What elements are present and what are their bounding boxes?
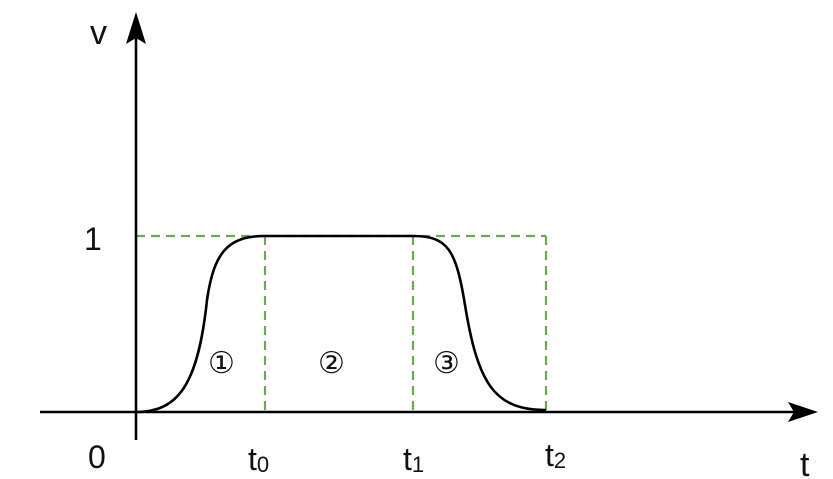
region-3-label: ③ <box>433 346 460 381</box>
guide-lines <box>136 234 548 412</box>
t2-label: t2 <box>545 437 566 473</box>
region-2-label: ② <box>318 346 345 381</box>
y-level-label: 1 <box>84 221 102 257</box>
y-axis-label: v <box>90 14 107 52</box>
t0-base: t <box>248 441 257 477</box>
x-axis-arrowhead <box>788 402 818 422</box>
region-1-label: ① <box>208 346 235 381</box>
axes <box>40 30 800 440</box>
origin-label: 0 <box>88 439 106 475</box>
t1-label: t1 <box>403 441 424 477</box>
x-axis-label: t <box>800 446 810 479</box>
y-axis-arrowhead <box>126 12 146 44</box>
t2-base: t <box>545 437 554 473</box>
t0-subscript: 0 <box>257 452 269 477</box>
t2-subscript: 2 <box>554 448 566 473</box>
t1-subscript: 1 <box>412 452 424 477</box>
t0-label: t0 <box>248 441 269 477</box>
t1-base: t <box>403 441 412 477</box>
velocity-curve <box>135 234 547 414</box>
